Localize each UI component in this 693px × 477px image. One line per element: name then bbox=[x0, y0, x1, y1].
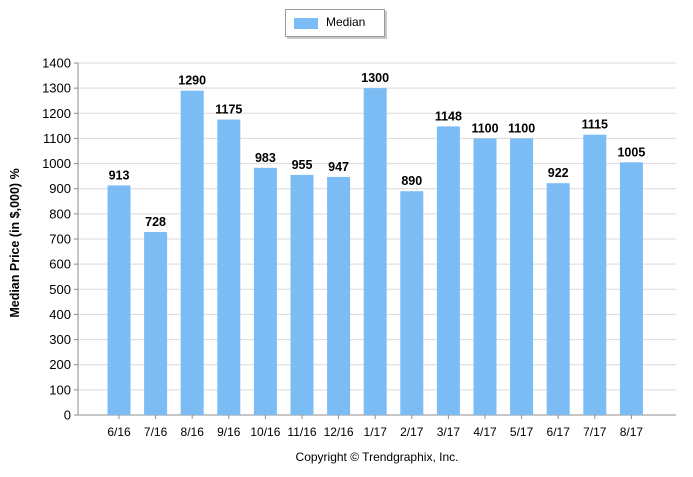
bar-6-16 bbox=[107, 185, 131, 415]
x-tick-label-6-17: 6/17 bbox=[547, 425, 571, 439]
bar-2-17 bbox=[400, 191, 424, 415]
bar-8-17 bbox=[619, 162, 643, 415]
data-label-6-17: 922 bbox=[548, 166, 569, 180]
data-label-7-16: 728 bbox=[145, 215, 166, 229]
y-tick-label-1300: 1300 bbox=[42, 81, 71, 96]
y-tick-label-300: 300 bbox=[49, 332, 71, 347]
y-tick-label-1400: 1400 bbox=[42, 56, 71, 71]
x-tick-label-7-17: 7/17 bbox=[583, 425, 607, 439]
data-label-9-16: 1175 bbox=[215, 103, 242, 117]
y-tick-label-800: 800 bbox=[49, 206, 71, 221]
y-tick-label-700: 700 bbox=[49, 232, 71, 247]
x-tick-label-9-16: 9/16 bbox=[217, 425, 241, 439]
data-label-5-17: 1100 bbox=[508, 121, 535, 135]
x-tick-label-5-17: 5/17 bbox=[510, 425, 534, 439]
bar-9-16 bbox=[217, 119, 241, 416]
y-tick-label-100: 100 bbox=[49, 382, 71, 397]
bar-7-17 bbox=[583, 134, 607, 415]
data-label-7-17: 1115 bbox=[582, 118, 608, 132]
y-tick-label-1200: 1200 bbox=[42, 106, 71, 121]
data-label-10-16: 983 bbox=[255, 151, 276, 165]
data-label-8-16: 1290 bbox=[178, 74, 206, 88]
data-label-2-17: 890 bbox=[401, 174, 422, 188]
bar-12-16 bbox=[327, 176, 351, 415]
y-tick-label-400: 400 bbox=[49, 307, 71, 322]
x-tick-label-11-16: 11/16 bbox=[287, 425, 316, 439]
y-tick-label-1100: 1100 bbox=[43, 131, 71, 146]
copyright-footer: Copyright © Trendgraphix, Inc. bbox=[296, 450, 459, 464]
y-tick-label-1000: 1000 bbox=[42, 156, 71, 171]
x-tick-label-12-16: 12/16 bbox=[324, 425, 354, 439]
data-label-8-17: 1005 bbox=[617, 145, 645, 159]
bar-5-17 bbox=[510, 138, 534, 415]
data-label-12-16: 947 bbox=[328, 160, 349, 174]
y-tick-label-0: 0 bbox=[64, 408, 71, 423]
x-tick-label-6-16: 6/16 bbox=[107, 425, 131, 439]
bar-8-16 bbox=[180, 90, 204, 416]
legend: Median bbox=[285, 9, 385, 37]
x-tick-label-8-17: 8/17 bbox=[620, 425, 644, 439]
data-label-3-17: 1148 bbox=[435, 109, 462, 123]
y-tick-label-500: 500 bbox=[49, 282, 71, 297]
bar-11-16 bbox=[290, 174, 314, 415]
x-tick-label-4-17: 4/17 bbox=[473, 425, 497, 439]
legend-label-median: Median bbox=[326, 15, 366, 29]
bar-4-17 bbox=[473, 138, 497, 415]
x-tick-label-1-17: 1/17 bbox=[364, 425, 388, 439]
x-tick-label-7-16: 7/16 bbox=[144, 425, 168, 439]
legend-swatch-median bbox=[294, 18, 318, 29]
bar-3-17 bbox=[436, 126, 460, 416]
x-tick-label-3-17: 3/17 bbox=[437, 425, 461, 439]
y-axis-title: Median Price (in $,000) % bbox=[8, 168, 22, 317]
bar-6-17 bbox=[546, 183, 570, 415]
bar-1-17 bbox=[363, 88, 387, 416]
y-tick-label-900: 900 bbox=[49, 181, 71, 196]
bar-7-16 bbox=[144, 231, 168, 415]
data-label-1-17: 1300 bbox=[361, 71, 389, 85]
y-tick-label-200: 200 bbox=[49, 357, 71, 372]
x-tick-label-2-17: 2/17 bbox=[400, 425, 424, 439]
data-label-11-16: 955 bbox=[292, 158, 313, 172]
y-tick-label-600: 600 bbox=[49, 257, 71, 272]
x-tick-label-8-16: 8/16 bbox=[181, 425, 205, 439]
data-label-4-17: 1100 bbox=[471, 121, 498, 135]
bar-10-16 bbox=[253, 167, 277, 415]
data-label-6-16: 913 bbox=[109, 168, 130, 182]
x-tick-label-10-16: 10/16 bbox=[250, 425, 280, 439]
